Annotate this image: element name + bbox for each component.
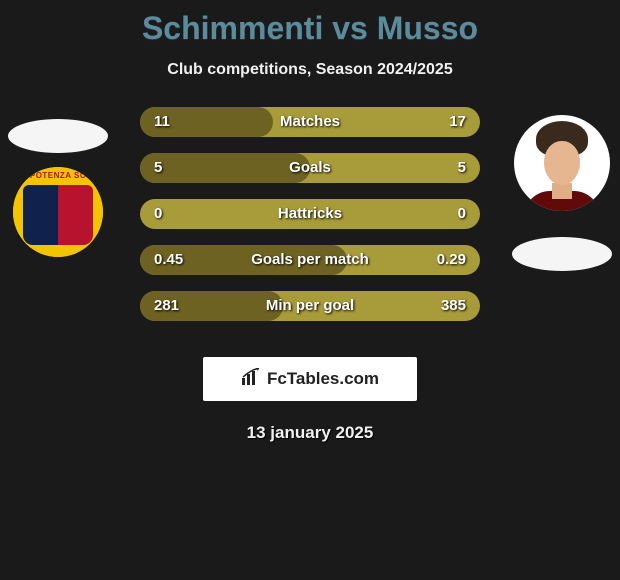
crest-left-half [23,185,58,245]
chart-icon [241,368,261,391]
brand-box: FcTables.com [203,357,417,401]
brand-text: FcTables.com [267,369,379,389]
player1-club-crest: POTENZA SC [8,167,108,257]
stat-label: Goals [140,153,480,183]
player1-photo-placeholder [8,119,108,153]
placeholder-ellipse [8,119,108,153]
stat-row: 55Goals [140,153,480,183]
stat-label: Min per goal [140,291,480,321]
stat-bars: 1117Matches 55Goals 00Hattricks 0.450.29Goa… [140,107,480,337]
stat-label: Goals per match [140,245,480,275]
stat-row: 0.450.29Goals per match [140,245,480,275]
stat-row: 00Hattricks [140,199,480,229]
player2-name: Musso [377,10,478,46]
crest-right-half [58,185,93,245]
vs-text: vs [332,10,368,46]
club-crest-icon: POTENZA SC [13,167,103,257]
crest-text: POTENZA SC [13,171,103,180]
stat-row: 281385Min per goal [140,291,480,321]
placeholder-ellipse [512,237,612,271]
player1-name: Schimmenti [142,10,323,46]
stat-label: Hattricks [140,199,480,229]
player2-photo [512,115,612,211]
stat-label: Matches [140,107,480,137]
comparison-content: POTENZA SC 1117Matches 55Goals 00Hattricks… [0,107,620,347]
subtitle: Club competitions, Season 2024/2025 [0,61,620,79]
stat-row: 1117Matches [140,107,480,137]
date-text: 13 january 2025 [0,423,620,443]
comparison-title: Schimmenti vs Musso [0,0,620,47]
player2-club-placeholder [512,237,612,271]
player-face-icon [514,115,610,211]
